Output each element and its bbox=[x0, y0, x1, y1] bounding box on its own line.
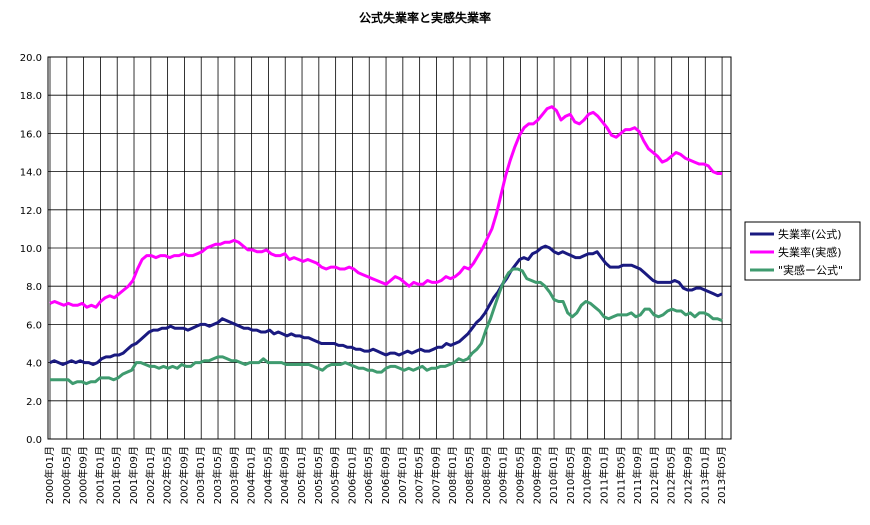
x-tick-label: 2008年09月 bbox=[480, 446, 493, 504]
x-tick-label: 2012年01月 bbox=[648, 446, 661, 504]
x-tick-label: 2003年09月 bbox=[228, 446, 241, 504]
x-tick-label: 2002年01月 bbox=[144, 446, 157, 504]
x-tick-label: 2006年01月 bbox=[345, 446, 358, 504]
legend: 失業率(公式) 失業率(実感) "実感ー公式" bbox=[744, 221, 861, 281]
legend-label-2: "実感ー公式" bbox=[778, 263, 843, 277]
x-tick-label: 2007年09月 bbox=[429, 446, 442, 504]
x-tick-label: 2011年09月 bbox=[631, 446, 644, 504]
y-tick-label: 8.0 bbox=[26, 282, 42, 293]
x-tick-label: 2009年01月 bbox=[497, 446, 510, 504]
x-tick-label: 2004年05月 bbox=[261, 446, 274, 504]
chart-title: 公式失業率と実感失業率 bbox=[359, 10, 491, 25]
x-tick-label: 2012年05月 bbox=[665, 446, 678, 504]
x-tick-label: 2001年05月 bbox=[110, 446, 123, 504]
series-line-1 bbox=[49, 105, 723, 309]
x-tick-label: 2013年05月 bbox=[715, 446, 728, 504]
x-tick-label: 2010年05月 bbox=[564, 446, 577, 504]
y-tick-label: 12.0 bbox=[20, 206, 42, 217]
x-tick-label: 2003年01月 bbox=[194, 446, 207, 504]
x-tick-label: 2002年05月 bbox=[161, 446, 174, 504]
x-tick-label: 2008年01月 bbox=[446, 446, 459, 504]
y-tick-label: 16.0 bbox=[20, 129, 42, 140]
x-tick-label: 2000年01月 bbox=[43, 446, 56, 504]
y-tick-label: 4.0 bbox=[26, 359, 42, 370]
x-tick-label: 2009年09月 bbox=[530, 446, 543, 504]
series-line-2 bbox=[50, 267, 723, 386]
y-tick-label: 2.0 bbox=[26, 397, 42, 408]
x-tick-label: 2006年05月 bbox=[362, 446, 375, 504]
series-line-0 bbox=[49, 244, 723, 366]
x-tick-label: 2005年05月 bbox=[312, 446, 325, 504]
x-tick-label: 2010年09月 bbox=[581, 446, 594, 504]
x-tick-label: 2000年09月 bbox=[77, 446, 90, 504]
x-tick-label: 2013年01月 bbox=[698, 446, 711, 504]
y-tick-label: 18.0 bbox=[20, 91, 42, 102]
x-tick-label: 2011年01月 bbox=[597, 446, 610, 504]
x-tick-label: 2011年05月 bbox=[614, 446, 627, 504]
y-tick-label: 0.0 bbox=[26, 435, 42, 446]
x-tick-label: 2012年09月 bbox=[681, 446, 694, 504]
x-tick-label: 2004年09月 bbox=[278, 446, 291, 504]
x-tick-label: 2001年09月 bbox=[127, 446, 140, 504]
x-tick-label: 2003年05月 bbox=[211, 446, 224, 504]
y-tick-label: 20.0 bbox=[20, 53, 42, 64]
grid bbox=[47, 56, 732, 440]
y-tick-label: 14.0 bbox=[20, 168, 42, 179]
x-tick-label: 2008年05月 bbox=[463, 446, 476, 504]
y-axis-ticks: 0.0 2.0 4.0 6.0 8.0 10.0 12.0 14.0 16.0 18.0 20.0 bbox=[20, 53, 42, 446]
series-lines bbox=[49, 105, 723, 386]
legend-label-1: 失業率(実感) bbox=[778, 245, 842, 259]
x-tick-label: 2005年01月 bbox=[295, 446, 308, 504]
x-tick-label: 2010年01月 bbox=[547, 446, 560, 504]
x-tick-label: 2001年01月 bbox=[93, 446, 106, 504]
x-axis-ticks: 2000年01月 2000年05月 2000年09月 2001年01月 2001年05月… bbox=[43, 446, 728, 504]
x-tick-label: 2007年05月 bbox=[413, 446, 426, 504]
x-tick-label: 2006年09月 bbox=[379, 446, 392, 504]
x-tick-label: 2000年05月 bbox=[60, 446, 73, 504]
x-tick-label: 2009年05月 bbox=[513, 446, 526, 504]
x-tick-label: 2002年09月 bbox=[177, 446, 190, 504]
legend-label-0: 失業率(公式) bbox=[778, 227, 842, 241]
x-tick-label: 2005年09月 bbox=[329, 446, 342, 504]
x-tick-label: 2007年01月 bbox=[396, 446, 409, 504]
y-tick-label: 6.0 bbox=[26, 320, 42, 331]
y-tick-label: 10.0 bbox=[20, 244, 42, 255]
x-tick-label: 2004年01月 bbox=[245, 446, 258, 504]
